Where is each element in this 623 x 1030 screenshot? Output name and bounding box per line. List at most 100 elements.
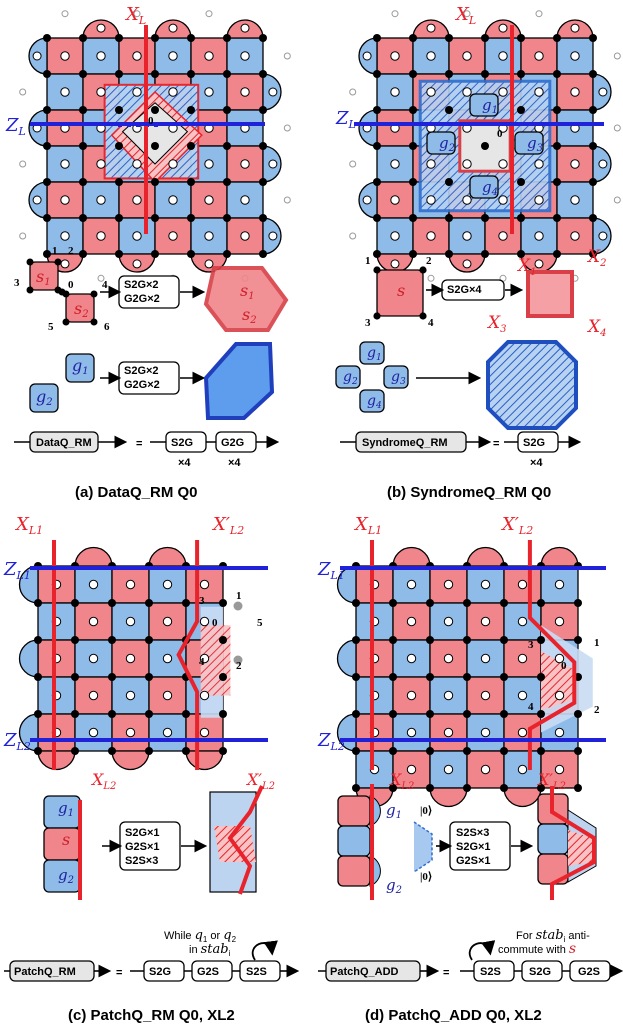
logical-x2-line [176, 540, 200, 770]
boundary-stabilizer [185, 750, 224, 771]
data-qubit [389, 636, 397, 644]
data-qubit [145, 636, 153, 644]
syndrome-qubit [162, 727, 173, 738]
syndrome-qubit [406, 690, 417, 701]
d-formula-f3: G2S [578, 966, 600, 978]
syndrome-qubit [443, 727, 454, 738]
syndrome-qubit [96, 87, 106, 97]
d-op2: S2G×1 [456, 841, 491, 853]
data-qubit [182, 747, 190, 755]
data-qubit [553, 106, 561, 114]
panel-b [335, 10, 621, 453]
c-formula-f3: S2S [246, 966, 267, 978]
data-qubit [34, 673, 42, 681]
syndrome-qubit [480, 579, 491, 590]
d-cell [337, 825, 371, 857]
syndrome-qubit [204, 195, 214, 205]
syndrome-qubit [60, 51, 70, 61]
idle-qubit [283, 52, 291, 60]
c-small-xl2: XL2 [90, 770, 116, 792]
d-caption: (d) PatchQ_ADD Q0, XL2 [365, 1007, 542, 1024]
b-g4-label: g4 [482, 178, 498, 198]
syndrome-qubit [168, 195, 178, 205]
data-qubit [419, 266, 427, 274]
syndrome-qubit [132, 159, 142, 169]
syndrome-qubit [426, 195, 436, 205]
b-num-3: 3 [365, 317, 371, 329]
data-qubit [589, 250, 597, 258]
data-qubit [219, 636, 227, 644]
b-num-2: 2 [426, 255, 432, 267]
grey-qubit [233, 655, 243, 665]
b-X4: X4 [586, 317, 606, 339]
syndrome-qubit [498, 159, 508, 169]
data-qubit [463, 784, 471, 792]
a-op2a: S2G×2 [124, 365, 159, 377]
grey-qubit [233, 601, 243, 611]
b-xl-label: XL [454, 4, 476, 27]
b-op: S2G×4 [447, 284, 482, 296]
b-X1: X1 [516, 256, 536, 278]
syndrome-qubit [125, 616, 136, 627]
data-qubit [445, 214, 453, 222]
idle-qubit [349, 160, 357, 168]
data-qubit [373, 214, 381, 222]
syndrome-result [526, 270, 574, 318]
syndrome-qubit [240, 23, 250, 33]
syndrome-qubit [554, 653, 565, 664]
data-qubit [553, 214, 561, 222]
data-qubit [574, 747, 582, 755]
c-num-1: 1 [236, 590, 242, 602]
idle-qubit [391, 10, 399, 18]
s-plaquette [376, 269, 424, 317]
syndrome-qubit [517, 579, 528, 590]
d-g1: g1 [386, 801, 402, 821]
data-qubit [71, 599, 79, 607]
syndrome-qubit [426, 159, 436, 169]
data-qubit [145, 747, 153, 755]
panel-a [14, 10, 291, 453]
a-zl-label: ZL [5, 115, 26, 138]
data-qubit [79, 178, 87, 186]
data-qubit [409, 214, 417, 222]
data-qubit [352, 710, 360, 718]
boundary-stabilizer [111, 750, 150, 771]
d-cell [337, 795, 371, 827]
data-qubit [108, 710, 116, 718]
boundary-stabilizer [540, 546, 579, 567]
idle-qubit [349, 232, 357, 240]
d-g2: g2 [386, 876, 402, 896]
data-qubit [151, 34, 159, 42]
syndrome-qubit [517, 653, 528, 664]
data-qubit [79, 106, 87, 114]
d-result-line [550, 786, 596, 900]
b-g2-label: g2 [439, 134, 455, 154]
a-s1p-label: s1 [240, 281, 255, 302]
syndrome-qubit [268, 231, 278, 241]
plaquette [226, 181, 264, 219]
data-qubit [409, 70, 417, 78]
d-op3: G2S×1 [456, 855, 491, 867]
data-qubit [373, 178, 381, 186]
data-qubit [145, 599, 153, 607]
syndrome-qubit [443, 653, 454, 664]
syndrome-qubit [406, 764, 417, 775]
data-qubit [151, 178, 159, 186]
idle-qubit [133, 10, 141, 18]
data-qubit [151, 214, 159, 222]
syndrome-qubit [534, 159, 544, 169]
data-qubit [187, 70, 195, 78]
c-g1: g1 [58, 799, 74, 819]
data-qubit [537, 710, 545, 718]
idle-qubit [19, 160, 27, 168]
data-qubit [108, 599, 116, 607]
a-num-6: 6 [104, 321, 110, 333]
syndrome-qubit [88, 690, 99, 701]
patch-result-line [227, 785, 264, 895]
c-num-2: 2 [236, 660, 242, 672]
c-num-3: 3 [199, 595, 205, 607]
syndrome-qubit [426, 87, 436, 97]
data-qubit [409, 34, 417, 42]
syndrome-qubit [88, 616, 99, 627]
data-qubit [79, 214, 87, 222]
